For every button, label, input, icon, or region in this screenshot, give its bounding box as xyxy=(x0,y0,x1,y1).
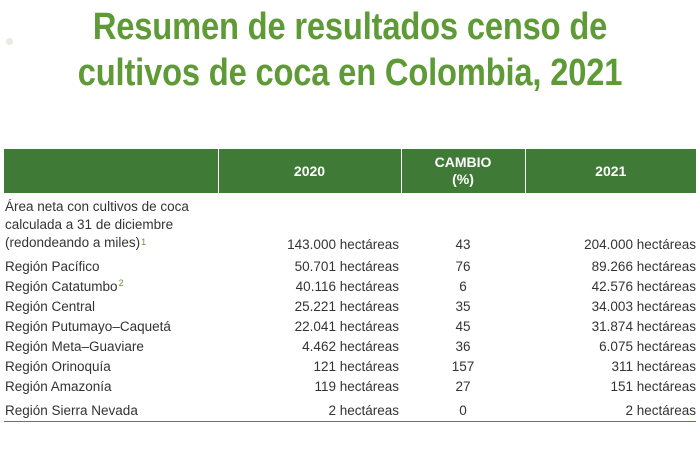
page-title-line-1: Resumen de resultados censo de xyxy=(92,6,608,48)
value-2021: 6.075 hectáreas xyxy=(599,339,696,354)
row-label-line-3-text: (redondeando a miles) xyxy=(5,235,141,250)
header-change-line-2: (%) xyxy=(452,171,474,187)
row-label-text: Región Orinoquía xyxy=(5,359,111,374)
row-label: Región Meta–Guaviare xyxy=(4,334,218,354)
row-label-line-2: calculada a 31 de diciembre xyxy=(5,217,174,232)
row-label: Región Catatumbo2 xyxy=(4,274,218,294)
row-label: Región Putumayo–Caquetá xyxy=(4,314,218,334)
table-row: Región Catatumbo2 40.116 hectáreas 6 42.… xyxy=(4,274,696,294)
decorative-dot xyxy=(6,38,13,45)
header-2021: 2021 xyxy=(524,149,696,193)
change-percent: 76 xyxy=(455,259,471,274)
value-2021: 204.000 hectáreas xyxy=(584,237,696,252)
change-percent: 35 xyxy=(455,299,471,314)
value-2021: 42.576 hectáreas xyxy=(591,279,696,294)
row-label-text: Región Sierra Nevada xyxy=(5,403,138,418)
table-row: Región Meta–Guaviare 4.462 hectáreas 36 … xyxy=(4,334,696,354)
header-2020: 2020 xyxy=(217,149,401,193)
header-change-line-1: CAMBIO xyxy=(434,154,492,170)
change-percent: 157 xyxy=(451,359,475,374)
footnote-marker: 1 xyxy=(141,237,147,247)
value-2020: 143.000 hectáreas xyxy=(287,237,399,252)
table-header: 2020 CAMBIO (%) 2021 xyxy=(4,149,696,193)
row-label-line-1: Área neta con cultivos de coca xyxy=(5,199,189,214)
row-label: Región Amazonía xyxy=(4,374,218,394)
row-label: Área neta con cultivos de coca calculada… xyxy=(4,193,218,254)
table-row: Región Amazonía 119 hectáreas 27 151 hec… xyxy=(4,374,696,394)
row-label-text: Región Pacífico xyxy=(5,259,100,274)
results-table: 2020 CAMBIO (%) 2021 Área neta con culti… xyxy=(4,149,696,422)
change-percent: 43 xyxy=(455,237,471,252)
page-title-line-2: cultivos de coca en Colombia, 2021 xyxy=(77,52,623,94)
row-label: Región Sierra Nevada xyxy=(4,394,218,422)
value-2020: 40.116 hectáreas xyxy=(295,279,399,294)
row-label: Región Central xyxy=(4,294,218,314)
header-change: CAMBIO (%) xyxy=(400,149,525,193)
row-label-text: Región Meta–Guaviare xyxy=(5,339,144,354)
value-2021: 89.266 hectáreas xyxy=(591,259,696,274)
change-percent: 27 xyxy=(455,379,471,394)
value-2020: 119 hectáreas xyxy=(314,379,399,394)
value-2020: 25.221 hectáreas xyxy=(294,299,399,314)
value-2021: 34.003 hectáreas xyxy=(591,299,696,314)
change-percent: 0 xyxy=(401,394,525,422)
table-row: Región Putumayo–Caquetá 22.041 hectáreas… xyxy=(4,314,696,334)
page-title: Resumen de resultados censo de cultivos … xyxy=(49,4,651,96)
change-percent: 6 xyxy=(459,279,467,294)
table-row-net-area: Área neta con cultivos de coca calculada… xyxy=(4,193,696,254)
table-body: Área neta con cultivos de coca calculada… xyxy=(4,193,696,422)
row-label-text: Región Catatumbo xyxy=(5,279,118,294)
value-2020: 121 hectáreas xyxy=(313,359,399,374)
value-2021: 151 hectáreas xyxy=(610,379,696,394)
value-2021: 31.874 hectáreas xyxy=(591,319,696,334)
value-2021: 311 hectáreas xyxy=(611,359,696,374)
table-row: Región Central 25.221 hectáreas 35 34.00… xyxy=(4,294,696,314)
value-2020: 50.701 hectáreas xyxy=(294,259,399,274)
table-row: Región Orinoquía 121 hectáreas 157 311 h… xyxy=(4,354,696,374)
value-2020: 22.041 hectáreas xyxy=(294,319,399,334)
row-label-line-3: (redondeando a miles)1 xyxy=(5,234,218,252)
table-header-row: 2020 CAMBIO (%) 2021 xyxy=(4,149,696,193)
change-percent: 45 xyxy=(455,319,471,334)
row-label: Región Orinoquía xyxy=(4,354,218,374)
table-row: Región Pacífico 50.701 hectáreas 76 89.2… xyxy=(4,254,696,274)
row-label-text: Región Central xyxy=(5,299,96,314)
value-2020: 2 hectáreas xyxy=(218,394,401,422)
table-row: Región Sierra Nevada 2 hectáreas 0 2 hec… xyxy=(4,394,696,422)
footnote-marker: 2 xyxy=(118,278,124,288)
row-label-text: Región Putumayo–Caquetá xyxy=(5,319,171,334)
header-label-column xyxy=(4,149,218,193)
change-percent: 36 xyxy=(455,339,471,354)
row-label: Región Pacífico xyxy=(4,254,218,274)
value-2021: 2 hectáreas xyxy=(525,394,696,422)
value-2020: 4.462 hectáreas xyxy=(302,339,399,354)
row-label-text: Región Amazonía xyxy=(5,379,112,394)
